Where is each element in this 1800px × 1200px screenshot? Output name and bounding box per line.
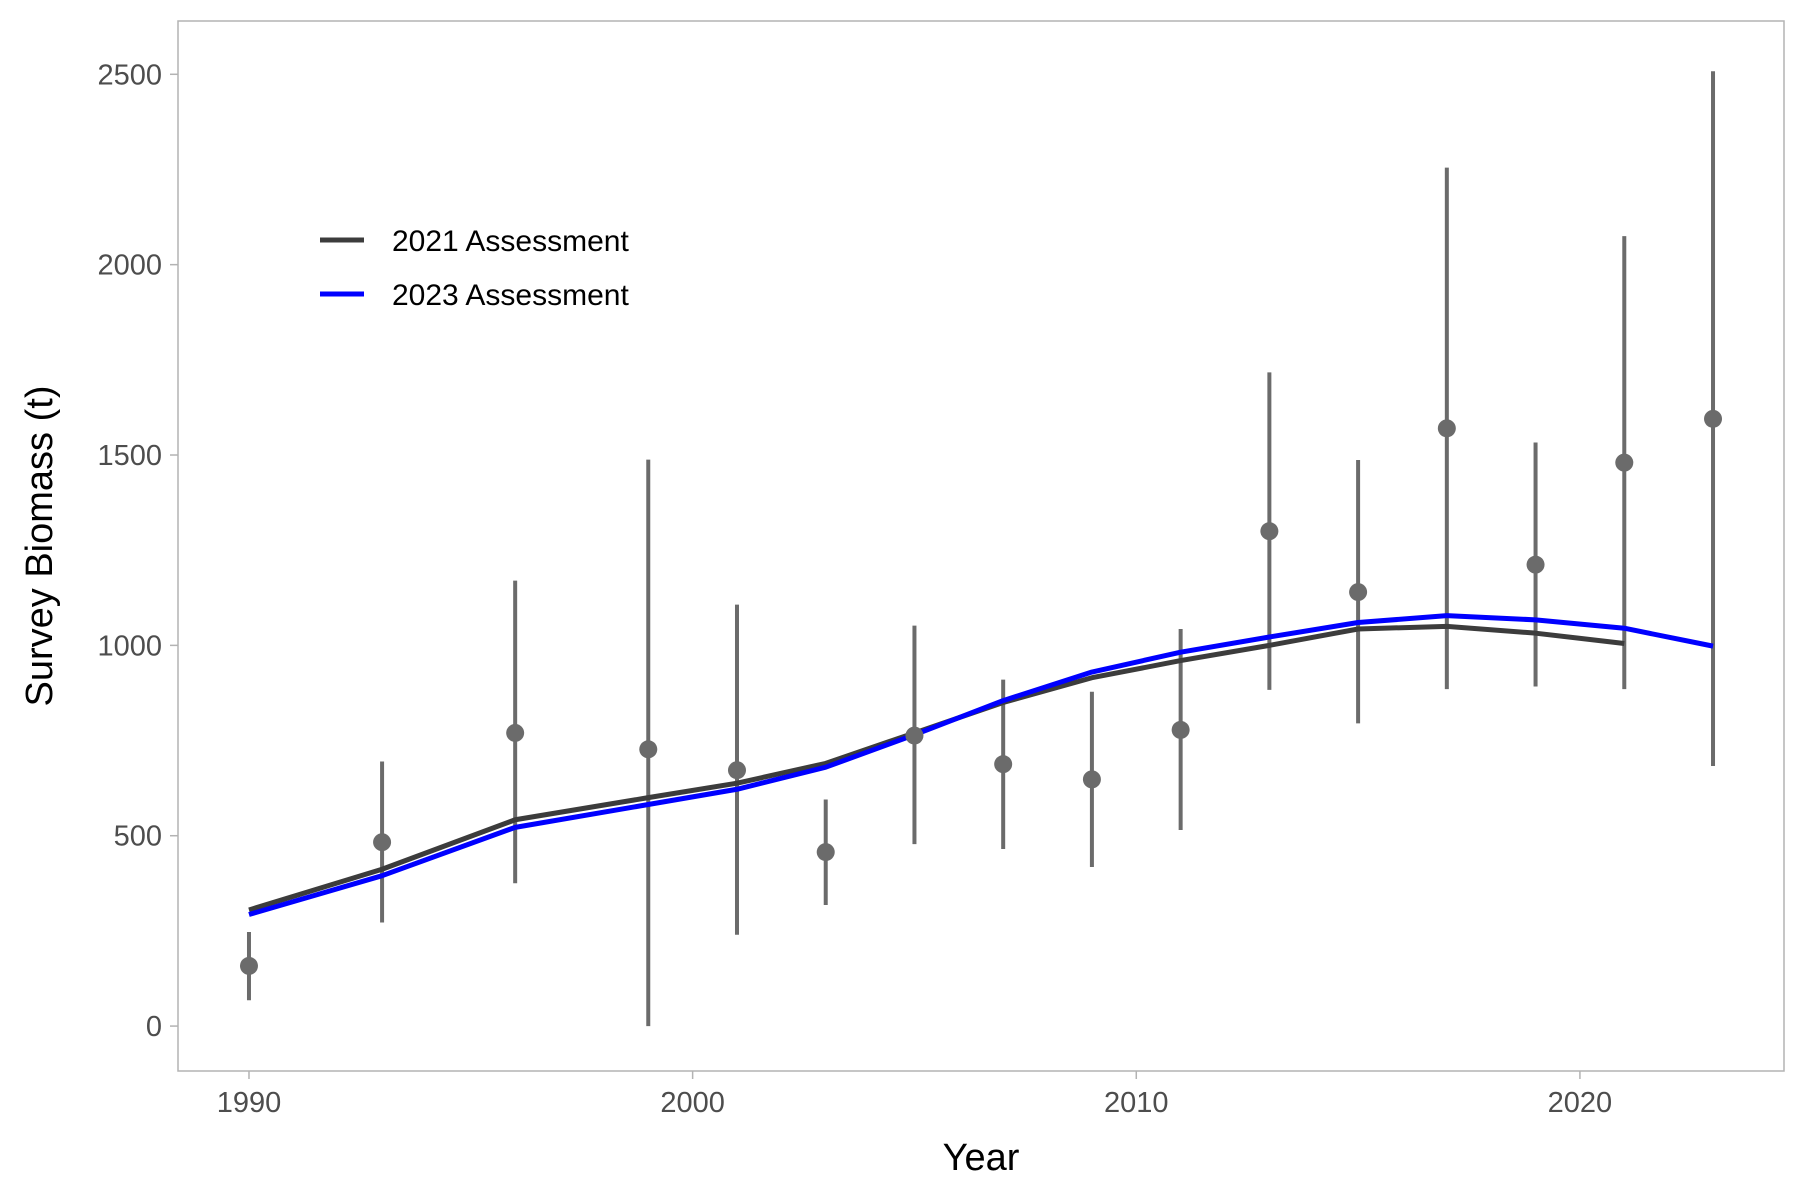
x-tick-label: 2000 <box>660 1087 725 1119</box>
observation-point <box>373 833 392 852</box>
observation-points <box>239 409 1723 975</box>
y-tick-label: 1000 <box>97 630 162 662</box>
observation-point <box>905 726 924 745</box>
observation-point <box>1526 555 1545 574</box>
series-line-2023-assessment <box>248 613 1714 917</box>
legend-label-2023-assessment: 2023 Assessment <box>392 279 629 312</box>
y-tick-label: 0 <box>146 1011 162 1043</box>
x-tick-label: 2010 <box>1104 1087 1169 1119</box>
series-line-2021-assessment <box>248 623 1625 913</box>
y-axis-title: Survey Biomass (t) <box>19 386 61 707</box>
y-tick-label: 2500 <box>97 59 162 91</box>
axis-ticks: 1990 2000 2010 2020 0 500 1000 1500 2000 2500 <box>97 59 1612 1119</box>
observation-point <box>994 755 1013 774</box>
legend: 2021 Assessment 2023 Assessment <box>320 225 629 312</box>
observation-point <box>1260 522 1279 541</box>
x-axis-title: Year <box>943 1137 1020 1179</box>
observation-point <box>1615 453 1634 472</box>
observation-point <box>727 761 746 780</box>
legend-label-2021-assessment: 2021 Assessment <box>392 225 629 258</box>
plot-panel-border <box>177 20 1785 1072</box>
x-tick-label: 2020 <box>1548 1087 1613 1119</box>
observation-point <box>239 956 258 975</box>
observation-point <box>1704 409 1723 428</box>
observation-point <box>1171 720 1190 739</box>
x-tick-label: 1990 <box>217 1087 282 1119</box>
observation-point <box>1082 770 1101 789</box>
error-bars <box>246 71 1716 1027</box>
observation-point <box>816 843 835 862</box>
observation-point <box>639 740 658 759</box>
assessment-lines <box>248 613 1714 917</box>
observation-point <box>1437 419 1456 438</box>
y-tick-label: 2000 <box>97 250 162 282</box>
observation-point <box>506 723 525 742</box>
observation-point <box>1349 583 1368 602</box>
y-tick-label: 1500 <box>97 440 162 472</box>
y-tick-label: 500 <box>114 821 162 853</box>
